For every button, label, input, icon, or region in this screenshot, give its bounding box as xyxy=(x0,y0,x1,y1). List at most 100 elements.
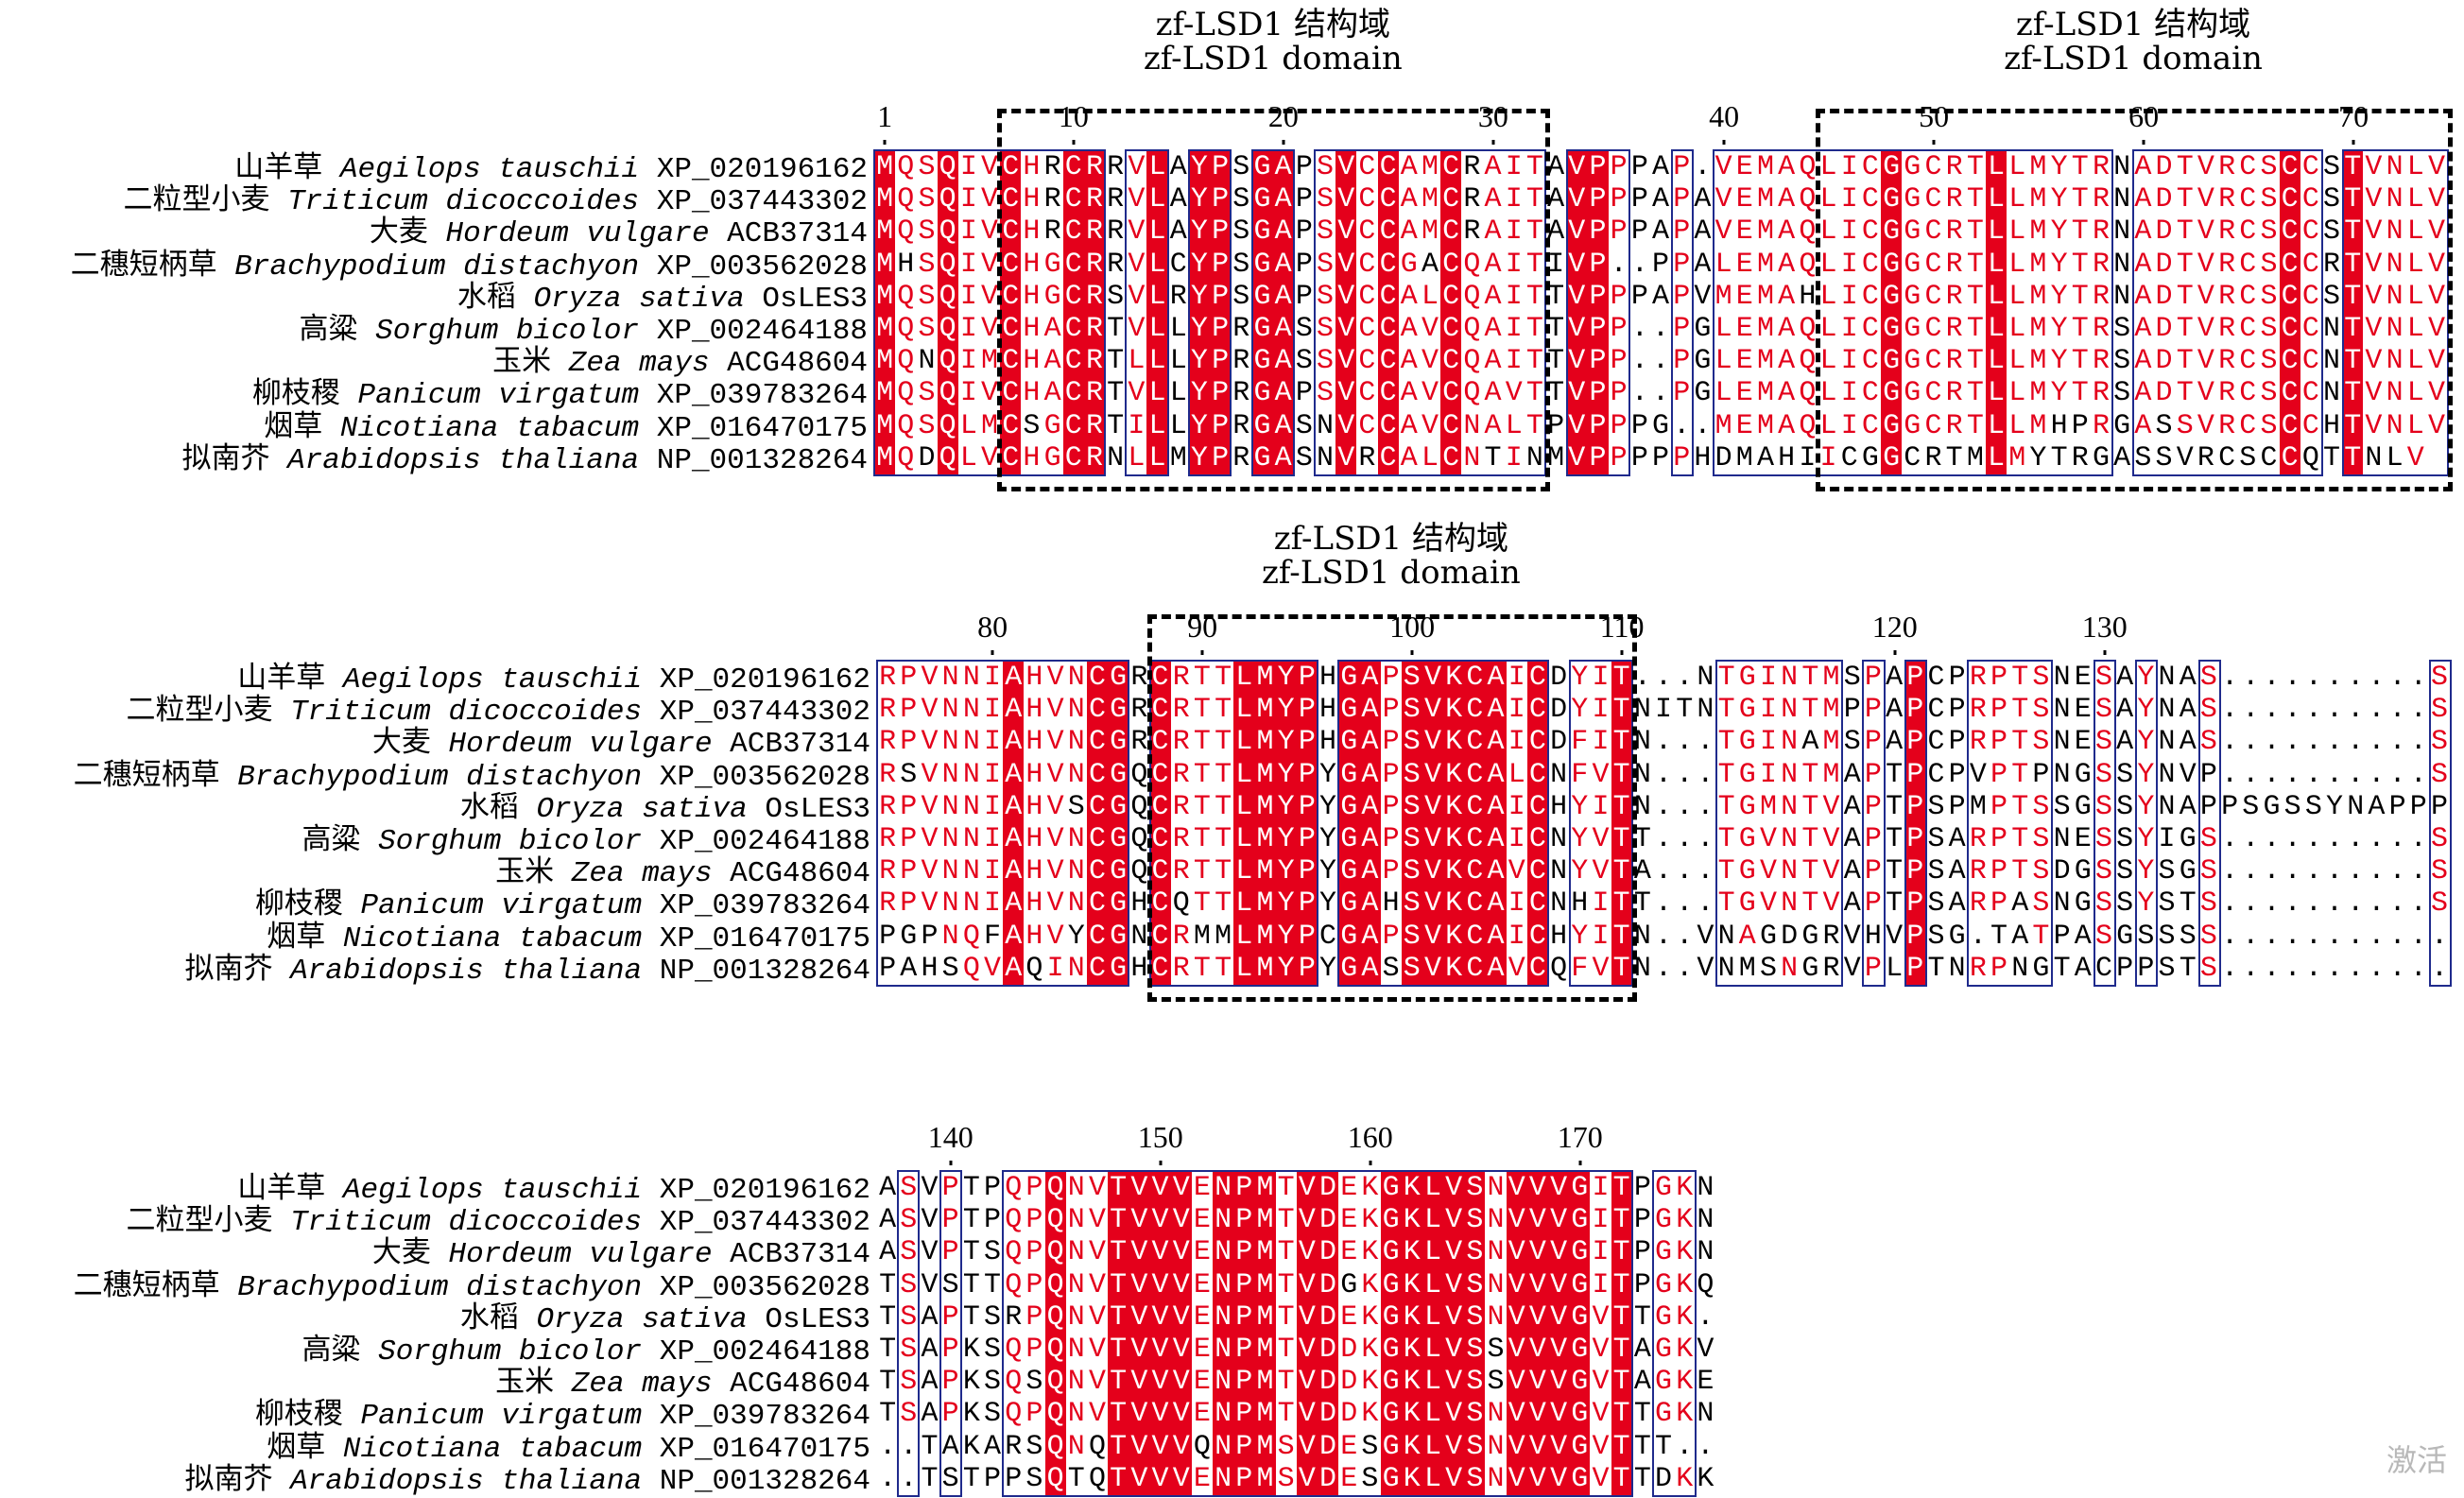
residue: N xyxy=(1487,1268,1505,1301)
species-chinese-name: 二粒型小麦 xyxy=(126,1203,273,1238)
residue: P xyxy=(1904,952,1926,985)
residue: N xyxy=(1487,1300,1505,1334)
residue: V xyxy=(2365,409,2383,442)
residue: V xyxy=(2197,409,2214,442)
residue: T xyxy=(1611,1204,1632,1237)
residue: C xyxy=(1924,312,1942,345)
residue: G xyxy=(1738,887,1756,921)
residue: S xyxy=(2430,662,2448,694)
species-chinese-name: 拟南芥 xyxy=(181,440,270,475)
residue: P xyxy=(879,920,897,953)
residue: . xyxy=(2283,694,2301,727)
residue: G xyxy=(1904,409,1921,442)
residue: H xyxy=(1550,920,1568,953)
residue: V xyxy=(1822,855,1840,888)
residue: P xyxy=(1210,280,1232,313)
residue: K xyxy=(1443,758,1465,791)
residue: G xyxy=(1738,790,1756,823)
residue: I xyxy=(1508,662,1525,694)
residue: N xyxy=(1213,1268,1234,1301)
accession-id: XP_037443302 xyxy=(659,1206,870,1240)
residue: C xyxy=(1840,441,1858,474)
residue: E xyxy=(1340,1172,1358,1204)
residue: G xyxy=(1380,1430,1402,1463)
residue: N xyxy=(1067,1430,1085,1463)
residue: T xyxy=(1525,215,1543,249)
residue: T xyxy=(2071,151,2089,183)
residue: R xyxy=(1083,377,1106,410)
residue: N xyxy=(962,758,980,791)
residue: V xyxy=(1088,1333,1106,1366)
residue: I xyxy=(1592,1172,1610,1204)
residue: V xyxy=(1526,1333,1548,1367)
residue: E xyxy=(1193,1462,1211,1495)
residue: D xyxy=(918,441,936,474)
residue: A xyxy=(1169,215,1187,249)
residue: A xyxy=(1169,151,1187,183)
residue: T xyxy=(1277,1300,1295,1334)
residue: V xyxy=(1046,790,1064,823)
residue: C xyxy=(1464,662,1486,695)
residue: A xyxy=(1400,312,1418,345)
residue: V xyxy=(1149,1236,1171,1269)
residue: N xyxy=(941,822,959,855)
residue: C xyxy=(1377,280,1399,313)
residue: S xyxy=(2155,409,2173,442)
residue: R xyxy=(1043,215,1061,249)
residue: V xyxy=(1759,887,1777,921)
accession-id: NP_001328264 xyxy=(656,443,868,477)
residue: I xyxy=(1840,312,1858,345)
residue: L xyxy=(959,409,977,442)
residue: L xyxy=(1819,183,1837,216)
species-chinese-name: 玉米 xyxy=(495,1365,555,1400)
residue: V xyxy=(1129,1398,1150,1431)
residue: A xyxy=(900,952,918,985)
residue: V xyxy=(1170,1300,1192,1334)
residue: P xyxy=(1233,1366,1255,1399)
residue: P xyxy=(1295,280,1313,313)
residue: E xyxy=(1193,1333,1211,1366)
residue: Q xyxy=(1044,1333,1066,1367)
residue: V xyxy=(1149,1268,1171,1301)
residue: A xyxy=(1359,855,1381,888)
position-tick-label: 110 xyxy=(1599,610,1645,644)
species-label: 大麦 Hordeum vulgare ACB37314 xyxy=(74,726,870,761)
residue: R xyxy=(2218,409,2236,442)
residue: P xyxy=(1025,1398,1043,1431)
residue: T xyxy=(2053,952,2071,985)
residue: A xyxy=(1272,215,1294,249)
residue: P xyxy=(1587,183,1609,216)
residue: C xyxy=(1377,441,1399,474)
residue: T xyxy=(1801,887,1819,921)
residue: S xyxy=(1401,758,1422,791)
residue: L xyxy=(1985,377,2007,410)
residue: D xyxy=(2053,855,2071,888)
position-tick-label: 1 xyxy=(877,99,893,133)
position-tick-mark xyxy=(1369,1161,1372,1165)
residue: V xyxy=(1335,441,1357,474)
residue: T xyxy=(1611,694,1632,727)
residue: I xyxy=(959,248,977,281)
residue: . xyxy=(2221,952,2239,985)
residue: V xyxy=(981,248,999,281)
residue: S xyxy=(900,1300,918,1334)
residue: Y xyxy=(2137,662,2155,694)
residue: M xyxy=(1254,1430,1276,1463)
residue: A xyxy=(1400,280,1418,313)
residue: P xyxy=(1587,248,1609,281)
residue: . xyxy=(1697,822,1714,855)
residue: T xyxy=(2342,151,2364,184)
residue: N xyxy=(941,887,959,921)
residue: S xyxy=(1025,1366,1043,1399)
residue: S xyxy=(2113,377,2131,410)
residue: . xyxy=(2347,855,2365,888)
residue: T xyxy=(1193,726,1211,759)
residue: T xyxy=(1067,1462,1085,1495)
residue: A xyxy=(1485,952,1507,985)
residue: V xyxy=(2197,183,2214,216)
residue: V xyxy=(1443,1300,1465,1334)
residue: N xyxy=(1717,920,1735,953)
residue: V xyxy=(1088,1398,1106,1431)
